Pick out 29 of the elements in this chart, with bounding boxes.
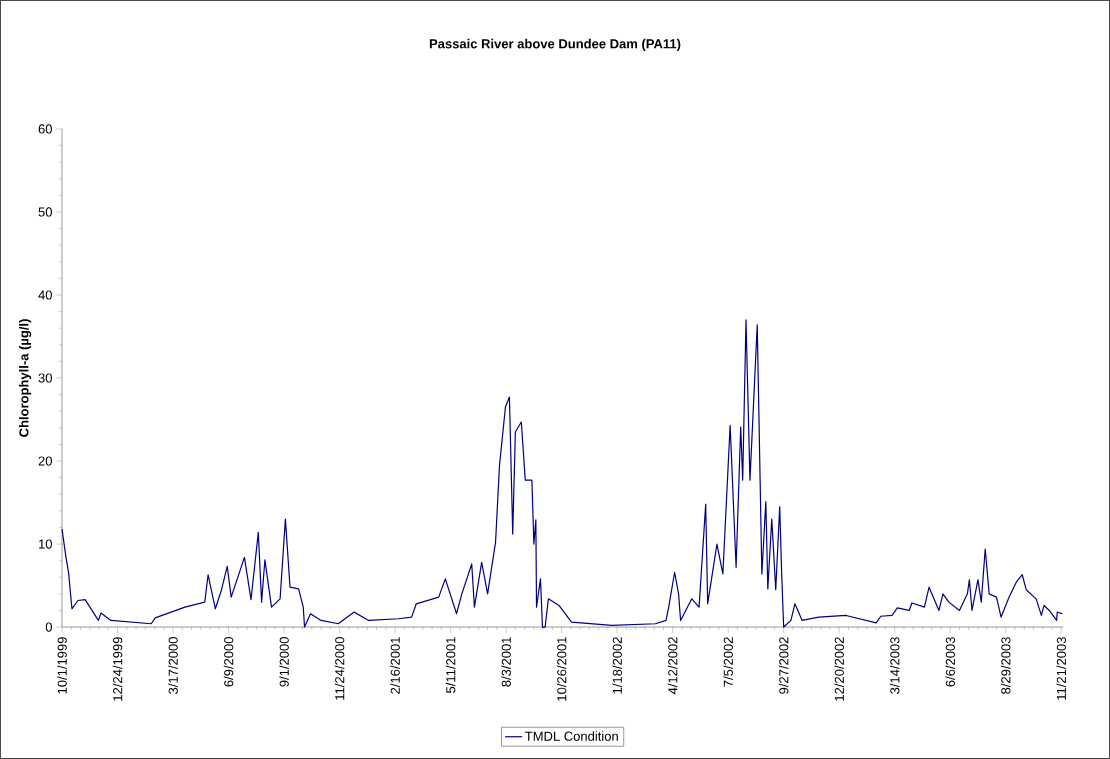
y-axis-title: Chlorophyll-a (µg/l) bbox=[18, 319, 32, 437]
x-tick-label: 11/24/2000 bbox=[334, 637, 345, 700]
x-tick-label: 11/21/2003 bbox=[1056, 637, 1066, 700]
x-tick-label: 12/20/2002 bbox=[834, 637, 844, 701]
x-tick-label: 2/16/2001 bbox=[390, 637, 400, 694]
legend-label: TMDL Condition bbox=[525, 731, 618, 741]
y-tick-label: 50 bbox=[38, 207, 52, 217]
y-tick-label: 60 bbox=[38, 124, 52, 134]
x-tick-label: 3/17/2000 bbox=[168, 637, 178, 694]
x-tick-label: 1/18/2002 bbox=[612, 637, 622, 694]
x-tick-label: 3/14/2003 bbox=[889, 637, 900, 694]
x-tick-label: 8/29/2003 bbox=[1000, 637, 1011, 694]
x-tick-label: 6/9/2000 bbox=[223, 637, 234, 687]
y-tick-label: 20 bbox=[38, 456, 52, 466]
x-tick-label: 10/26/2001 bbox=[556, 637, 567, 701]
y-tick-label: 40 bbox=[38, 290, 52, 300]
x-tick-label: 4/12/2002 bbox=[667, 637, 678, 695]
x-tick-label: 10/1/1999 bbox=[57, 637, 67, 694]
y-tick-label: 30 bbox=[38, 373, 52, 383]
x-tick-label: 9/1/2000 bbox=[279, 637, 289, 687]
x-tick-label: 5/11/2001 bbox=[445, 637, 456, 693]
y-tick-label: 10 bbox=[39, 539, 52, 549]
x-tick-label: 9/27/2002 bbox=[778, 637, 789, 694]
x-tick-label: 6/6/2003 bbox=[945, 637, 955, 687]
chart-title: Passaic River above Dundee Dam (PA11) bbox=[429, 38, 681, 51]
y-tick-label: 0 bbox=[45, 622, 52, 632]
x-tick-label: 7/5/2002 bbox=[723, 637, 733, 687]
x-tick-label: 12/24/1999 bbox=[112, 637, 123, 701]
x-tick-label: 8/3/2001 bbox=[501, 637, 511, 687]
